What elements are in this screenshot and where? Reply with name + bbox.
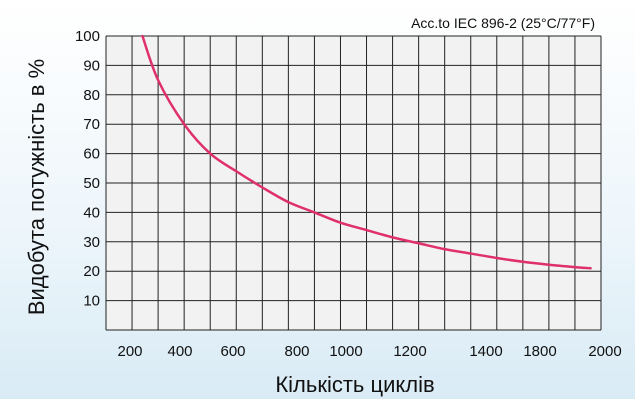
x-tick-label: 400	[167, 343, 192, 360]
x-tick-label: 1400	[469, 343, 502, 360]
series-line-0	[141, 34, 592, 270]
grid	[105, 35, 602, 331]
y-tick-label: 100	[75, 28, 100, 45]
y-tick-label: 20	[83, 263, 100, 280]
x-tick-label: 1000	[329, 343, 362, 360]
y-tick-label: 50	[83, 175, 100, 192]
y-axis-label: Видобута потужність в %	[24, 59, 49, 315]
x-tick-label: 600	[220, 343, 245, 360]
y-tick-label: 80	[83, 87, 100, 104]
y-tick-label: 30	[83, 234, 100, 251]
x-tick-label: 2000	[588, 343, 621, 360]
x-tick-label: 1200	[393, 343, 426, 360]
chart-annotation: Acc.to IEC 896-2 (25°C/77°F)	[411, 15, 595, 31]
y-tick-label: 40	[83, 204, 100, 221]
y-tick-label: 90	[83, 57, 100, 74]
x-axis-label: Кількість циклів	[275, 372, 434, 397]
x-tick-label: 1800	[523, 343, 556, 360]
x-tick-label: 800	[284, 343, 309, 360]
x-tick-label: 200	[117, 343, 142, 360]
y-tick-label: 60	[83, 146, 100, 163]
y-tick-label: 10	[83, 293, 100, 310]
y-tick-label: 70	[83, 116, 100, 133]
